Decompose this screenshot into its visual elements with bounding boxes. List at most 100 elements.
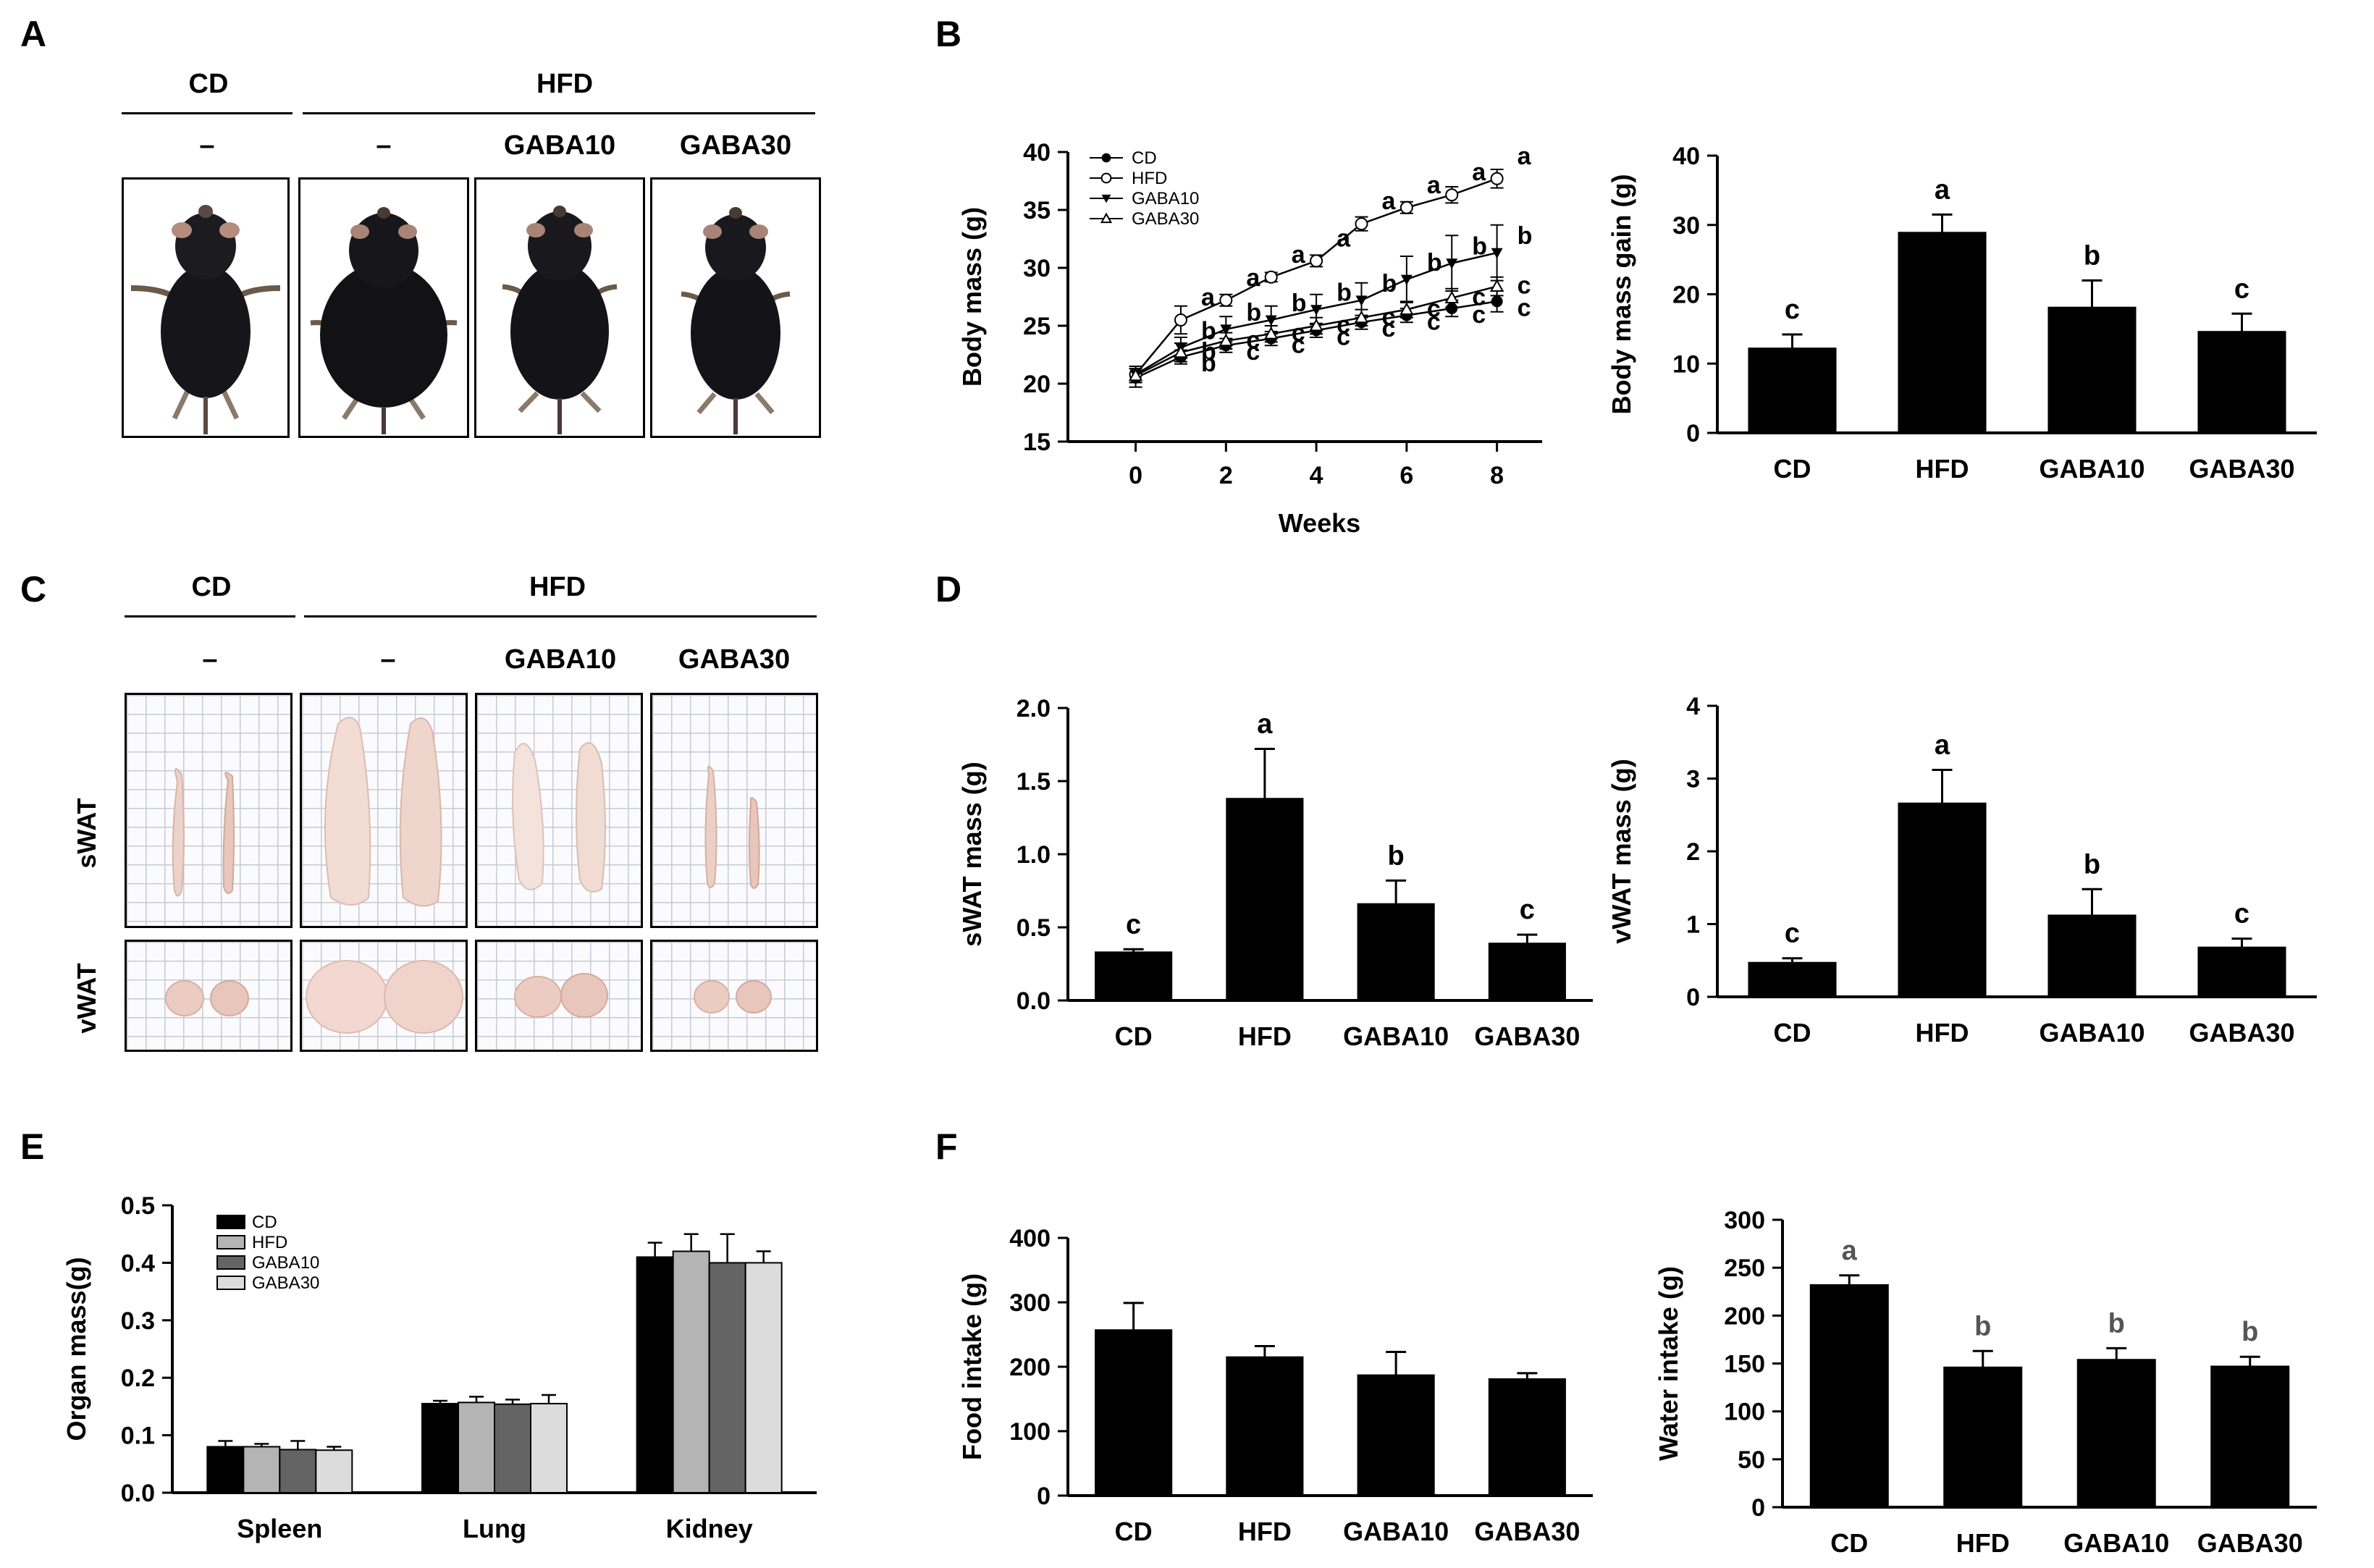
body-mass-point-gaba30: [1444, 290, 1459, 303]
cd-rule-c: [125, 615, 295, 617]
cd-rule: [122, 112, 292, 114]
swat-mass-ytick-label: 1.0: [1016, 841, 1051, 869]
body-mass-sig-letter: c: [1337, 311, 1350, 339]
food-intake-bar-gaba30: [1488, 1378, 1566, 1497]
body-mass-x-label: Weeks: [1279, 508, 1360, 538]
body-mass-ytick-label: 30: [1023, 255, 1051, 282]
body-mass-point-gaba30: [1399, 302, 1414, 315]
body-mass-sig-letter: a: [1518, 143, 1532, 170]
sub-label-gaba30-c: GABA30: [678, 644, 791, 675]
hfd-rule-c: [304, 615, 817, 617]
water-intake-bar-cd: [1809, 1284, 1889, 1509]
body-mass-gain-ytick-label: 40: [1672, 143, 1700, 170]
swat-mass-x-label: GABA30: [1474, 1021, 1580, 1051]
body-mass-point-hfd: [1219, 293, 1233, 307]
swat-tissue-cd: [172, 768, 235, 897]
body-mass-sig-letter: c: [1337, 323, 1350, 350]
organ-mass-y-label: Organ mass(g): [62, 1257, 91, 1441]
swat-mass-bar-gaba30: [1488, 943, 1566, 1001]
swat-mass-sig-letter: b: [1388, 840, 1405, 871]
body-mass-gain-sig-letter: c: [2234, 274, 2249, 304]
body-mass-sig-letter: c: [1246, 338, 1260, 366]
body-mass-legend-label: GABA30: [1132, 209, 1199, 229]
organ-mass-bar-lung-gaba30: [530, 1402, 568, 1494]
swat-mass-sig-letter: c: [1126, 909, 1141, 940]
organ-mass-legend-swatch: [216, 1235, 245, 1249]
water-intake-x-label: HFD: [1956, 1528, 2010, 1558]
body-mass-sig-letter: a: [1381, 187, 1396, 215]
body-mass-legend-label: HFD: [1132, 169, 1167, 188]
body-mass-point-hfd: [1174, 313, 1187, 326]
body-mass-sig-letter: c: [1427, 295, 1441, 323]
organ-mass-x-label: Lung: [463, 1514, 526, 1543]
water-intake-x-label: CD: [1830, 1528, 1868, 1558]
sub-label-cd: –: [199, 130, 215, 161]
water-intake-ytick-label: 0: [1751, 1494, 1765, 1522]
body-mass-sig-letter: b: [1201, 317, 1216, 345]
body-mass-xtick-label: 4: [1310, 462, 1323, 489]
body-mass-sig-letter: a: [1201, 284, 1216, 311]
mouse-photo-gaba10: [474, 177, 645, 438]
body-mass-legend-marker: [1101, 194, 1111, 203]
body-mass-point-hfd: [1445, 188, 1459, 202]
body-mass-sig-letter: b: [1201, 350, 1216, 377]
swat-mass-x-label: CD: [1115, 1021, 1153, 1051]
food-intake-x-label: GABA10: [1343, 1517, 1449, 1546]
vwat-tissue-gaba10: [514, 973, 608, 1018]
vwat-tissue-gaba30: [694, 980, 772, 1013]
water-intake-x-label: GABA10: [2063, 1528, 2169, 1558]
body-mass-point-gaba10: [1491, 248, 1503, 259]
swat-mass-bar-cd: [1095, 951, 1173, 1001]
organ-mass-x-label: Kidney: [666, 1514, 753, 1543]
swat-mass-bar-hfd: [1226, 798, 1304, 1001]
sub-label-cd-c: –: [202, 644, 218, 675]
body-mass-ytick-label: 35: [1023, 197, 1051, 224]
vwat-mass-y-label: vWAT mass (g): [1607, 759, 1636, 943]
body-mass-sig-letter: b: [1427, 249, 1442, 277]
body-mass-point-cd: [1446, 303, 1458, 314]
water-intake-ytick-label: 200: [1724, 1302, 1765, 1330]
swat-mass-bar-gaba10: [1357, 903, 1435, 1002]
body-mass-gain-ytick-label: 0: [1686, 420, 1700, 447]
body-mass-point-gaba10: [1220, 324, 1232, 335]
body-mass-xtick-label: 8: [1490, 462, 1504, 489]
panel-letter-f: F: [935, 1126, 958, 1167]
organ-mass-bar-lung-hfd: [458, 1401, 495, 1494]
body-mass-gain-x-label: GABA10: [2039, 454, 2144, 484]
swat-photo-gaba10: [475, 693, 643, 928]
body-mass-point-gaba30: [1264, 326, 1279, 340]
group-label-hfd: HFD: [536, 69, 594, 99]
water-intake-sig-letter: b: [2242, 1317, 2258, 1347]
vwat-mass-x-label: GABA30: [2189, 1018, 2294, 1048]
body-mass-gain-x-label: GABA30: [2189, 454, 2294, 484]
swat-mass-x-label: HFD: [1238, 1021, 1292, 1051]
body-mass-point-cd: [1491, 295, 1503, 308]
body-mass-point-gaba30: [1128, 368, 1143, 382]
organ-mass-ytick-label: 0.0: [121, 1480, 155, 1507]
organ-mass-x-label: Spleen: [237, 1514, 322, 1543]
vwat-mass-ytick-label: 2: [1686, 838, 1700, 866]
body-mass-sig-letter: a: [1427, 172, 1441, 199]
vwat-photo-gaba10: [475, 940, 643, 1052]
food-intake-bar-cd: [1095, 1329, 1173, 1497]
organ-mass-bar-lung-cd: [421, 1402, 459, 1494]
swat-tissue-hfd: [324, 717, 442, 907]
organ-mass-ytick-label: 0.3: [121, 1307, 155, 1335]
panel-letter-a: A: [20, 14, 47, 54]
food-intake-bar-gaba10: [1357, 1374, 1435, 1496]
organ-mass-bar-lung-gaba10: [494, 1403, 531, 1493]
body-mass-point-hfd: [1490, 172, 1504, 185]
organ-mass-bar-kidney-hfd: [672, 1250, 710, 1494]
organ-mass-ytick-label: 0.5: [121, 1192, 155, 1220]
vwat-tissue-hfd: [306, 960, 463, 1034]
water-intake-ytick-label: 300: [1724, 1207, 1765, 1234]
body-mass-point-hfd: [1355, 217, 1368, 231]
body-mass-sig-letter: c: [1518, 294, 1531, 321]
body-mass-xtick-label: 0: [1129, 462, 1142, 489]
body-mass-point-gaba10: [1310, 305, 1323, 316]
organ-mass-legend-label: GABA10: [252, 1253, 319, 1273]
body-mass-point-gaba10: [1265, 315, 1277, 326]
body-mass-point-gaba30: [1354, 310, 1369, 324]
body-mass-ytick-label: 40: [1023, 139, 1051, 167]
food-intake-ytick-label: 0: [1037, 1483, 1051, 1510]
